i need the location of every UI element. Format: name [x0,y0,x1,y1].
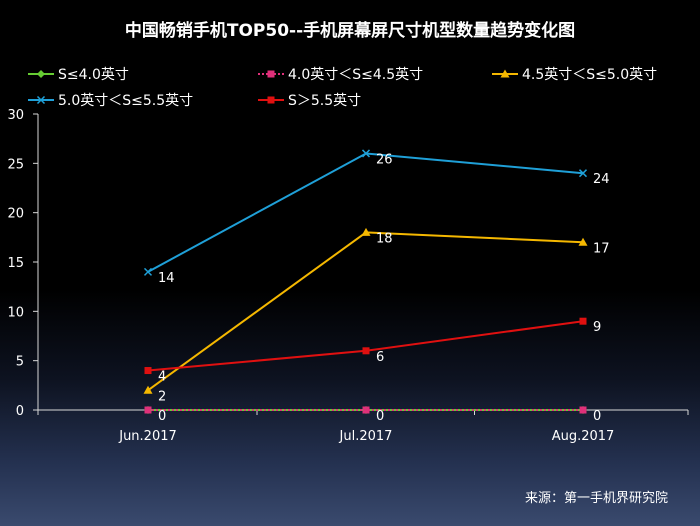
data-label: 24 [593,172,610,187]
data-label: 6 [376,350,384,365]
legend-swatch-marker [37,70,45,78]
chart-title: 中国畅销手机TOP50--手机屏幕屏尺寸机型数量趋势变化图 [125,20,575,41]
y-tick-label: 20 [7,207,24,222]
y-tick-label: 5 [16,355,24,370]
legend-item: 4.0英寸＜S≤4.5英寸 [258,66,423,83]
data-label: 9 [593,320,601,335]
y-tick-label: 25 [7,157,24,172]
series-line [147,320,584,372]
data-point [143,385,153,394]
legend: S≤4.0英寸 4.0英寸＜S≤4.5英寸 4.5英寸＜S≤5.0英寸 5.0英寸＜S… [28,66,657,109]
legend-label: 5.0英寸＜S≤5.5英寸 [58,92,193,109]
data-label: 26 [376,152,393,167]
x-tick-label: Jul.2017 [339,429,393,444]
data-point [579,317,587,325]
x-tick-label: Aug.2017 [552,429,615,444]
data-label: 4 [158,370,166,385]
source-note: 来源：第一手机界研究院 [525,491,668,506]
legend-label: S≤4.0英寸 [58,66,129,83]
data-point-b [578,169,588,178]
data-point [143,267,153,276]
data-label: 0 [376,409,384,424]
data-point [579,406,587,414]
data-point [362,406,370,414]
data-point [578,237,588,246]
x-tick-label: Jun.2017 [118,429,177,444]
data-labels: 0 0 0 2 18 17 14 26 24 4 6 9 [158,152,610,424]
data-label: 0 [593,409,601,424]
data-point [144,367,152,375]
data-point-b [361,149,371,158]
data-point [362,347,370,355]
data-point [144,406,152,414]
legend-swatch-marker [36,95,46,105]
series [144,406,587,414]
series-layer [143,149,588,414]
legend-item: 5.0英寸＜S≤5.5英寸 [28,92,193,109]
data-point [361,227,371,236]
legend-label: S＞5.5英寸 [288,92,361,109]
data-point [361,149,371,158]
legend-swatch-marker-b [36,95,46,105]
series-line [147,231,584,392]
legend-swatch-marker [267,70,275,78]
y-tick-label: 10 [7,305,24,320]
data-label: 0 [158,409,166,424]
legend-item: S＞5.5英寸 [258,92,361,109]
data-label: 17 [593,241,610,256]
y-tick-label: 15 [7,256,24,271]
legend-item: S≤4.0英寸 [28,66,129,83]
y-tick-label: 30 [7,108,24,123]
legend-item: 4.5英寸＜S≤5.0英寸 [492,66,657,83]
legend-label: 4.5英寸＜S≤5.0英寸 [522,66,657,83]
legend-swatch-marker [267,96,275,104]
data-point [578,169,588,178]
data-point-b [143,267,153,276]
data-label: 18 [376,231,393,246]
legend-label: 4.0英寸＜S≤4.5英寸 [288,66,423,83]
data-label: 2 [158,389,166,404]
y-tick-label: 0 [16,404,24,419]
series [143,227,588,394]
legend-swatch-marker [500,69,510,78]
data-label: 14 [158,271,175,286]
series-line [147,152,584,273]
series [144,317,587,375]
series [143,149,588,276]
